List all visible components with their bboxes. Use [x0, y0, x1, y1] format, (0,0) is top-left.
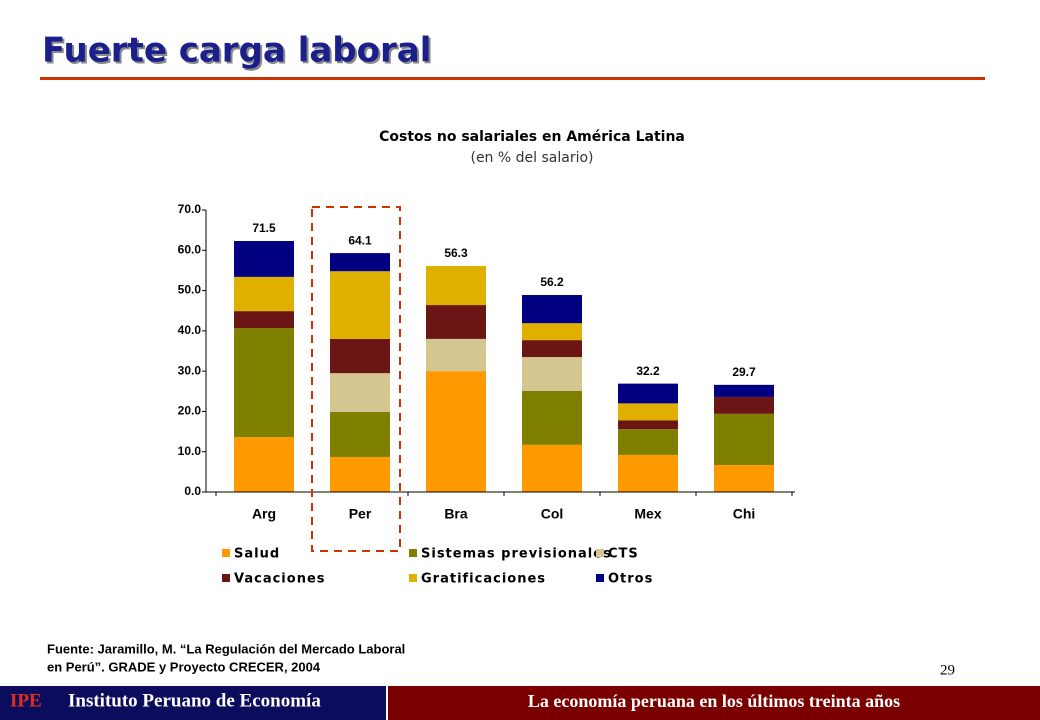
y-tick-label: 20.0 — [178, 404, 202, 418]
bar-segment — [234, 311, 294, 329]
title-shadow: Fuerte carga laboral — [44, 33, 433, 73]
bar-segment — [330, 411, 390, 457]
bar-segment — [714, 384, 774, 397]
x-tick-label: Mex — [634, 506, 661, 522]
bar-segment — [426, 371, 486, 492]
source-line: Fuente: Jaramillo, M. “La Regulación del… — [47, 641, 405, 656]
bar-segment — [522, 340, 582, 358]
bar-segment — [714, 465, 774, 492]
legend-swatch — [409, 574, 417, 582]
slide-title: Fuerte carga laboral — [42, 31, 431, 71]
footer-institute: Instituto Peruano de Economía — [68, 690, 321, 711]
x-tick-label: Chi — [733, 506, 756, 522]
legend-swatch — [409, 549, 417, 557]
bar-segment — [618, 403, 678, 421]
footer-right — [388, 686, 1040, 720]
bar-segment — [522, 444, 582, 492]
legend-label: Vacaciones — [234, 572, 326, 587]
legend-label: Salud — [234, 547, 280, 562]
legend-swatch — [596, 549, 604, 557]
legend-label: Gratificaciones — [421, 572, 546, 587]
bar-segment — [522, 357, 582, 391]
bar-segment — [426, 338, 486, 372]
bar-segment — [522, 295, 582, 324]
bar-segment — [426, 265, 486, 306]
footer-brand: IPE — [10, 690, 42, 711]
total-label: 56.3 — [444, 246, 468, 260]
legend-swatch — [222, 574, 230, 582]
bar-segment — [234, 328, 294, 438]
y-tick-label: 50.0 — [178, 283, 202, 297]
bar-segment — [618, 429, 678, 455]
highlight-box — [311, 206, 401, 552]
bar-segment — [330, 373, 390, 412]
y-tick-label: 40.0 — [178, 323, 202, 337]
y-tick-label: 30.0 — [178, 363, 202, 377]
bar-segment — [426, 305, 486, 339]
footer-left — [0, 686, 386, 720]
y-tick-label: 70.0 — [178, 202, 202, 216]
x-tick-label: Bra — [444, 506, 468, 522]
bar-segment — [330, 456, 390, 492]
bar-segment — [714, 413, 774, 466]
page-number: 29 — [940, 662, 955, 678]
source-line: en Perú”. GRADE y Proyecto CRECER, 2004 — [47, 659, 321, 674]
bar-segment — [522, 323, 582, 341]
y-tick-label: 10.0 — [178, 444, 202, 458]
bar-segment — [234, 241, 294, 277]
x-tick-label: Arg — [252, 506, 276, 522]
legend-label: Sistemas previsionales — [421, 547, 612, 562]
bar-segment — [522, 390, 582, 445]
total-label: 64.1 — [348, 233, 372, 247]
legend-label: Otros — [608, 572, 653, 587]
title-rule — [40, 77, 985, 80]
legend-label: CTS — [608, 547, 639, 562]
bar-segment — [234, 437, 294, 492]
bar-segment — [618, 420, 678, 430]
footer-tagline: La economía peruana en los últimos trein… — [528, 691, 900, 711]
bar-segment — [330, 253, 390, 272]
y-tick-label: 0.0 — [184, 484, 201, 498]
total-label: 32.2 — [636, 364, 660, 378]
bar-segment — [234, 276, 294, 312]
total-label: 71.5 — [252, 221, 276, 235]
total-label: 29.7 — [732, 365, 756, 379]
bar-segment — [618, 454, 678, 492]
y-tick-label: 60.0 — [178, 242, 202, 256]
bar-segment — [714, 396, 774, 414]
x-tick-label: Per — [349, 506, 372, 522]
total-label: 56.2 — [540, 275, 564, 289]
chart-subtitle: (en % del salario) — [470, 150, 593, 166]
x-tick-label: Col — [541, 506, 564, 522]
bar-segment — [330, 271, 390, 339]
bar-segment — [618, 383, 678, 404]
plot: 0.0 10.0 20.0 30.0 40.0 50.0 60.0 70.0 71.5 Arg 64… — [178, 202, 795, 587]
legend-swatch — [222, 549, 230, 557]
bar-segment — [330, 338, 390, 374]
chart-title: Costos no salariales en América Latina — [379, 129, 685, 145]
legend-swatch — [596, 574, 604, 582]
